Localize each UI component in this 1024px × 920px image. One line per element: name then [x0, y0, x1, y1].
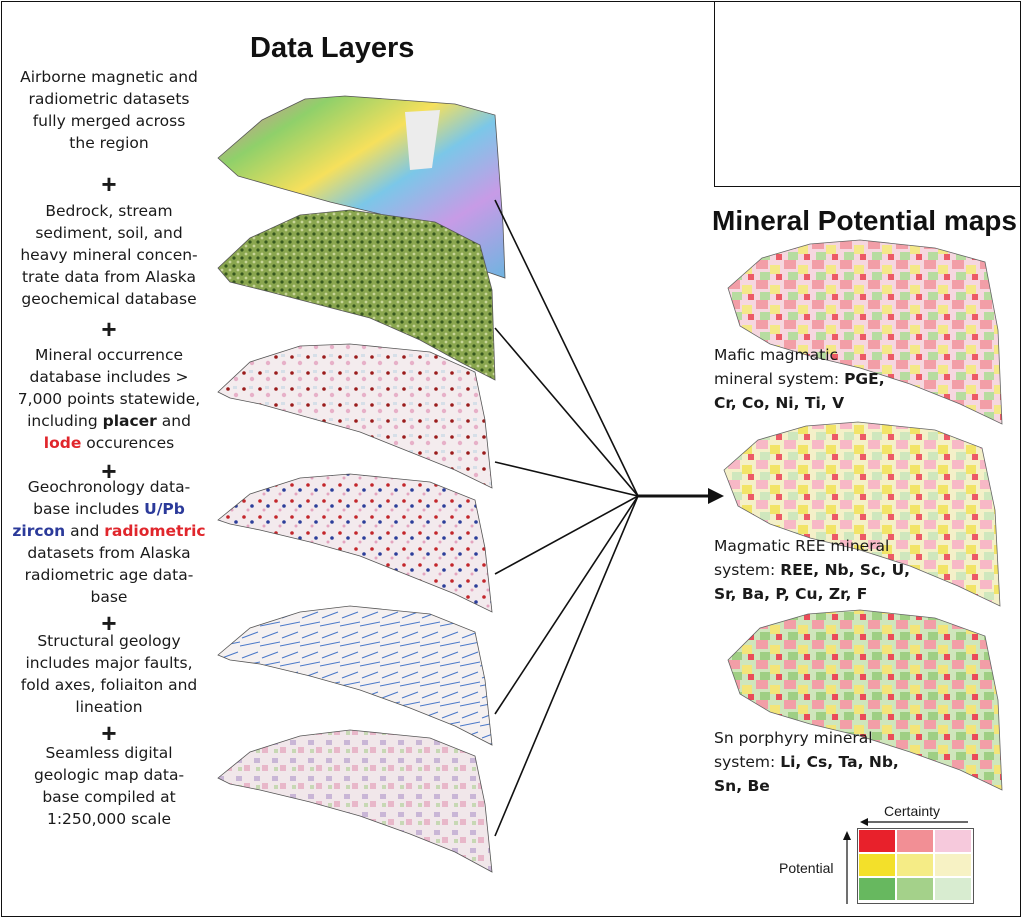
potential-label: Potential [779, 860, 834, 876]
lode-label: lode [43, 434, 82, 452]
layer-mineral-occurrence-map [217, 343, 493, 489]
inset-frame [714, 1, 1021, 187]
mp-label-ree: Magmatic REE mineral system: REE, Nb, Sc… [714, 537, 911, 603]
legend-cell-0-2 [934, 829, 972, 853]
layer-structural-geology-map [217, 605, 493, 746]
output-arrow [638, 488, 724, 504]
data-layers-heading: Data Layers [250, 32, 415, 64]
layer-desc-magnetic: Airborne magnetic and radiometric datase… [20, 68, 198, 152]
legend-cell-2-0 [858, 877, 896, 901]
mineral-potential-heading: Mineral Potential maps [712, 205, 1017, 236]
plus-sign-1: + [101, 169, 117, 199]
plus-sign-5: + [101, 718, 117, 748]
legend-cell-2-1 [896, 877, 934, 901]
legend-cell-1-1 [896, 853, 934, 877]
layer-desc-geologic-map: Seamless digital geologic map data- base… [33, 744, 185, 828]
legend-grid [857, 828, 974, 904]
certainty-label: Certainty [884, 803, 941, 819]
certainty-arrow [860, 818, 968, 826]
layer-geochemistry-map [217, 209, 496, 381]
plus-sign-2: + [101, 314, 117, 344]
mp-map-ree [723, 421, 1001, 607]
mp-map-sn [727, 609, 1003, 791]
layer-geochronology-map [217, 473, 493, 613]
layer-desc-mineral-occurrence: Mineral occurrence database includes > 7… [17, 346, 201, 452]
potential-arrow [843, 831, 851, 904]
layer-desc-structural: Structural geology includes major faults… [20, 632, 198, 716]
upb-label: U/Pb [144, 500, 185, 518]
placer-label: placer [102, 412, 157, 430]
mp-label-mafic: Mafic magmatic mineral system: PGE, Cr, … [714, 346, 885, 412]
legend-cell-1-0 [858, 853, 896, 877]
magnetic-gap [405, 110, 440, 170]
zircon-label: zircon [12, 522, 66, 540]
plus-sign-3: + [101, 456, 117, 486]
legend-cell-2-2 [934, 877, 972, 901]
layer-desc-geochronology: Geochronology data- base includes U/Pb z… [12, 478, 206, 606]
plus-sign-4: + [101, 608, 117, 638]
legend-cell-0-1 [896, 829, 934, 853]
radiometric-label: radiometric [104, 522, 206, 540]
layer-desc-geochemistry: Bedrock, stream sediment, soil, and heav… [20, 202, 198, 308]
legend-cell-0-0 [858, 829, 896, 853]
mp-label-sn: Sn porphyry mineral system: Li, Cs, Ta, … [714, 729, 899, 795]
mp-map-mafic [727, 239, 1003, 425]
legend-cell-1-2 [934, 853, 972, 877]
layer-geologic-map [217, 729, 493, 873]
converging-lines [494, 199, 639, 837]
